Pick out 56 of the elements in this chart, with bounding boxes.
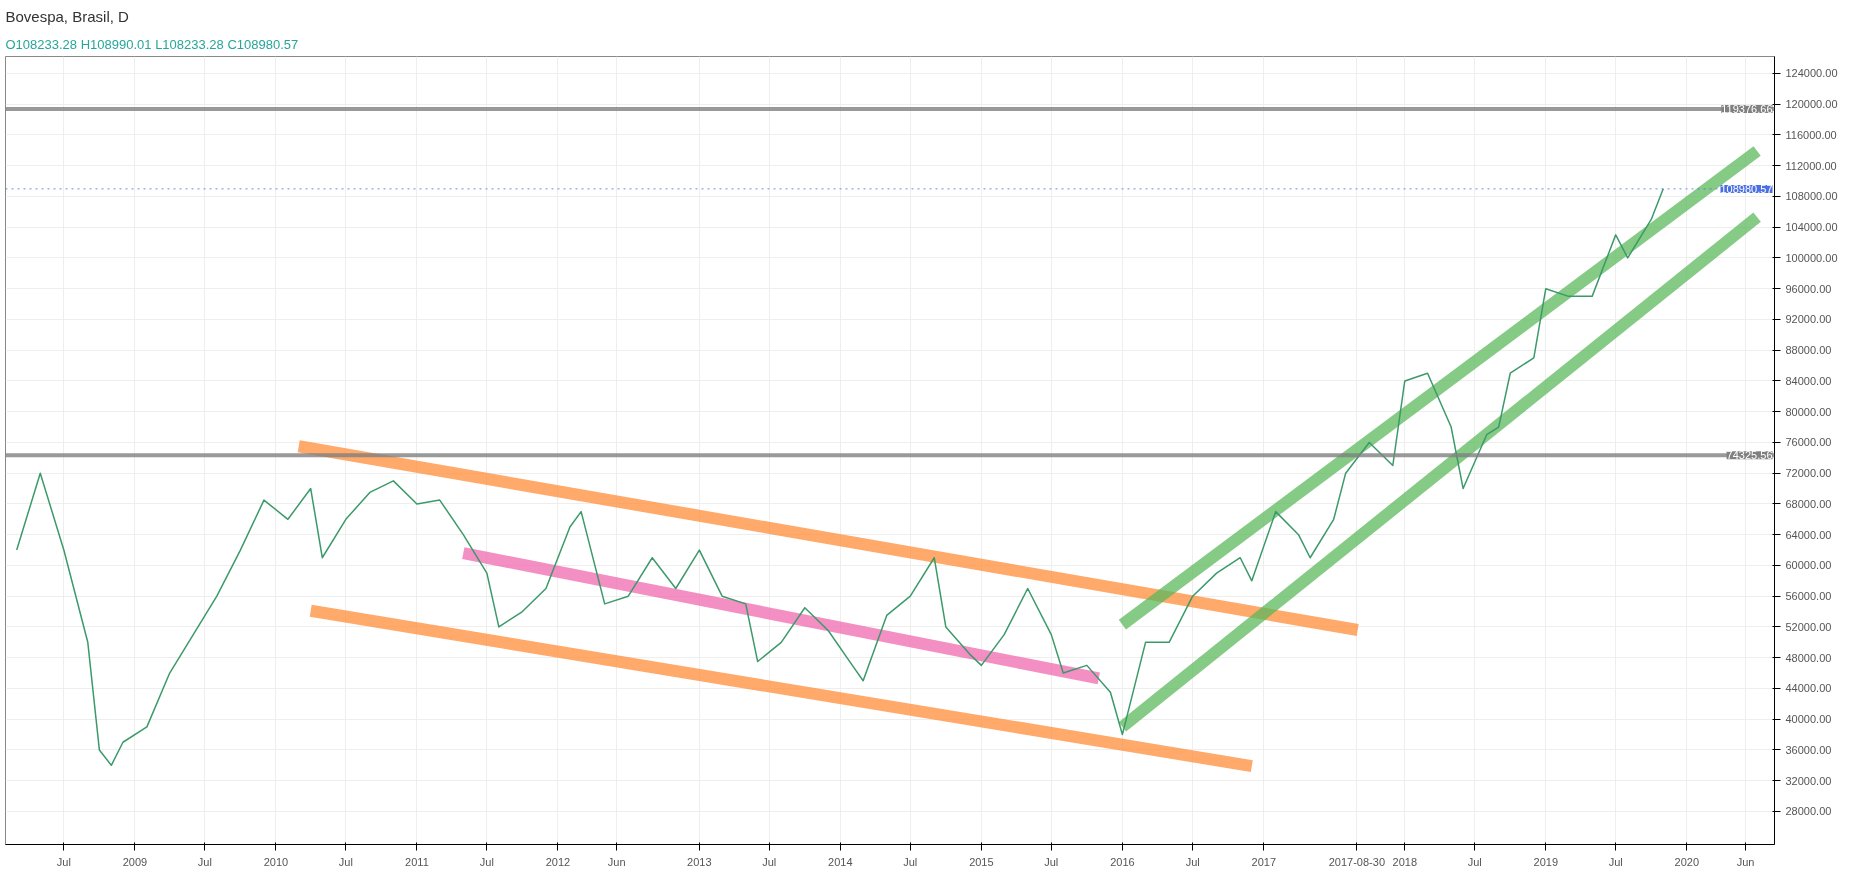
y-tick-label: 80000.00 [1785, 405, 1832, 418]
x-tick-label: 2015 [969, 855, 994, 868]
y-tick-label: 108000.00 [1785, 190, 1838, 203]
x-tick-label: Jul [1608, 855, 1623, 868]
ref-line-label: 74325.56 [1726, 449, 1773, 462]
y-tick-label: 64000.00 [1785, 528, 1832, 541]
x-tick-label: 2020 [1674, 855, 1700, 868]
x-tick-label: Jul [1467, 855, 1482, 868]
x-tick-label: Jul [1185, 855, 1200, 868]
y-tick-label: 120000.00 [1785, 98, 1838, 111]
x-tick-label: Jun [607, 855, 626, 868]
x-tick-label: Jul [56, 855, 71, 868]
line-series [15, 187, 1664, 767]
x-tick-label: Jul [479, 855, 494, 868]
y-tick-label: 44000.00 [1785, 682, 1832, 695]
x-tick-label: Jul [197, 855, 212, 868]
x-tick-label: 2018 [1392, 855, 1418, 868]
x-tick-label: 2010 [263, 855, 289, 868]
x-tick-label: 2009 [122, 855, 148, 868]
x-tick-label: Jul [762, 855, 777, 868]
x-tick-label: 2011 [405, 855, 429, 868]
x-tick-label: 2016 [1110, 855, 1135, 868]
x-tick-label: 2013 [687, 855, 712, 868]
y-tick-label: 68000.00 [1785, 497, 1832, 510]
chart-subtitle: O108233.28 H108990.01 L108233.28 C108980.57 [5, 36, 299, 52]
y-tick-label: 104000.00 [1785, 221, 1838, 234]
y-tick-label: 52000.00 [1785, 620, 1832, 633]
y-tick-label: 112000.00 [1785, 159, 1837, 172]
y-tick-label: 88000.00 [1785, 344, 1832, 357]
y-tick-label: 124000.00 [1785, 67, 1838, 80]
y-tick-label: 32000.00 [1785, 774, 1832, 787]
y-tick-label: 40000.00 [1785, 713, 1832, 726]
x-tick-label: Jul [338, 855, 353, 868]
y-tick-label: 116000.00 [1785, 128, 1837, 141]
x-tick-label: Jun [1736, 855, 1755, 868]
x-tick-label: 2012 [545, 855, 571, 868]
ref-line-label: 108980.57 [1720, 182, 1773, 195]
ref-line-label: 119376.66 [1721, 102, 1773, 115]
y-tick-label: 96000.00 [1785, 282, 1832, 295]
y-tick-label: 84000.00 [1785, 374, 1832, 387]
x-tick-label: 2019 [1533, 855, 1559, 868]
x-tick-label: 2014 [828, 855, 853, 868]
y-tick-label: 48000.00 [1785, 651, 1832, 664]
x-tick-label: Jul [1044, 855, 1059, 868]
y-tick-label: 60000.00 [1785, 559, 1832, 572]
y-tick-label: 100000.00 [1785, 251, 1838, 264]
y-tick-label: 76000.00 [1785, 436, 1832, 449]
y-tick-label: 28000.00 [1785, 805, 1832, 818]
x-tick-label: 2017-08-30 [1328, 855, 1386, 868]
x-tick-label: Jul [903, 855, 918, 868]
y-tick-label: 36000.00 [1785, 743, 1832, 756]
y-tick-label: 72000.00 [1785, 467, 1832, 480]
chart-title: Bovespa, Brasil, D [5, 7, 130, 25]
y-tick-label: 92000.00 [1785, 313, 1832, 326]
x-tick-label: 2017 [1251, 855, 1277, 868]
y-tick-label: 56000.00 [1785, 590, 1832, 603]
